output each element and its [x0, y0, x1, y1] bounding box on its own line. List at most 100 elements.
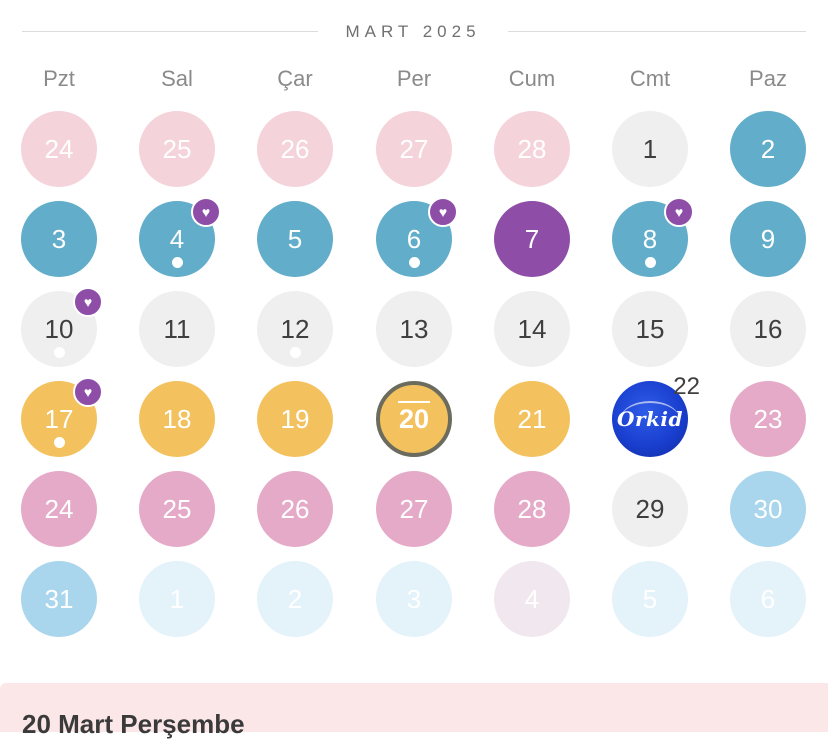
day-cell[interactable]: Orkid 22: [612, 373, 700, 457]
day-number: 9: [760, 223, 776, 254]
day-cell[interactable]: 31: [21, 561, 97, 637]
month-header: MART 2025: [22, 20, 806, 44]
day-number: 25: [162, 493, 192, 524]
day-number: 4: [169, 223, 185, 254]
day-number: 28: [517, 493, 547, 524]
heart-icon: ♥: [428, 197, 458, 227]
day-number: 6: [406, 223, 422, 254]
day-number: 31: [44, 583, 74, 614]
month-title: MART 2025: [345, 22, 481, 41]
day-cell[interactable]: 12: [257, 291, 333, 367]
day-cell[interactable]: 9: [730, 201, 806, 277]
day-number: 22: [673, 373, 700, 400]
header-divider-right: [508, 31, 806, 32]
heart-icon: ♥: [664, 197, 694, 227]
day-number: 2: [760, 133, 776, 164]
day-cell[interactable]: 4 ♥: [139, 197, 221, 277]
day-cell[interactable]: 16: [730, 291, 806, 367]
day-number: 26: [280, 493, 310, 524]
dot-indicator: [53, 347, 65, 358]
selected-day-panel: 20 Mart Perşembe: [0, 683, 828, 739]
day-number: 26: [280, 133, 310, 164]
day-cell[interactable]: 8 ♥: [612, 197, 694, 277]
day-cell[interactable]: 24: [21, 471, 97, 547]
day-cell[interactable]: 13: [376, 291, 452, 367]
day-cell[interactable]: 3: [21, 201, 97, 277]
day-number: 24: [44, 493, 74, 524]
day-number: 13: [399, 313, 429, 344]
day-cell[interactable]: 5: [257, 201, 333, 277]
day-cell[interactable]: 3: [376, 561, 452, 637]
day-number: 18: [162, 403, 192, 434]
day-cell[interactable]: 27: [376, 471, 452, 547]
day-number: 27: [399, 133, 429, 164]
day-cell[interactable]: 18: [139, 381, 215, 457]
day-number: 28: [517, 133, 547, 164]
day-cell-today[interactable]: 20: [376, 381, 452, 457]
day-cell[interactable]: 28: [494, 111, 570, 187]
day-cell[interactable]: 25: [139, 471, 215, 547]
day-number: 17: [44, 403, 74, 434]
dot-indicator: [644, 257, 656, 268]
heart-icon: ♥: [73, 287, 103, 317]
weekday-label: Paz: [749, 66, 787, 91]
day-number: 23: [753, 403, 783, 434]
day-number: 5: [642, 583, 658, 614]
day-cell[interactable]: 15: [612, 291, 688, 367]
day-cell[interactable]: 26: [257, 471, 333, 547]
weekday-label: Pzt: [43, 66, 75, 91]
day-cell[interactable]: 25: [139, 111, 215, 187]
weekday-label: Sal: [161, 66, 193, 91]
dot-indicator: [171, 257, 183, 268]
day-cell[interactable]: 5: [612, 561, 688, 637]
heart-icon: ♥: [73, 377, 103, 407]
dot-indicator: [289, 347, 301, 358]
day-cell[interactable]: 29: [612, 471, 688, 547]
day-cell[interactable]: 21: [494, 381, 570, 457]
day-cell[interactable]: 2: [257, 561, 333, 637]
weekday-label: Çar: [277, 66, 313, 91]
day-number: 29: [635, 493, 665, 524]
day-number: 3: [51, 223, 67, 254]
day-number: 14: [517, 313, 547, 344]
day-cell[interactable]: 1: [612, 111, 688, 187]
day-cell[interactable]: 19: [257, 381, 333, 457]
day-number: 24: [44, 133, 74, 164]
day-number: 5: [287, 223, 303, 254]
weekday-label: Per: [396, 66, 432, 91]
day-number: 1: [169, 583, 185, 614]
day-number: 10: [44, 313, 74, 344]
day-number: 11: [163, 313, 191, 344]
day-number: 16: [753, 313, 783, 344]
day-number: 27: [399, 493, 429, 524]
day-cell[interactable]: 6: [730, 561, 806, 637]
day-cell[interactable]: 14: [494, 291, 570, 367]
heart-icon: ♥: [191, 197, 221, 227]
day-cell[interactable]: 27: [376, 111, 452, 187]
day-number: 15: [635, 313, 665, 344]
dot-indicator: [408, 257, 420, 268]
today-indicator-bar: [398, 401, 430, 403]
day-cell[interactable]: 26: [257, 111, 333, 187]
day-cell[interactable]: 2: [730, 111, 806, 187]
day-number: 3: [406, 583, 422, 614]
day-cell[interactable]: 4: [494, 561, 570, 637]
day-number: 1: [642, 133, 658, 164]
header-divider-left: [22, 31, 318, 32]
day-cell[interactable]: 23: [730, 381, 806, 457]
day-cell[interactable]: 28: [494, 471, 570, 547]
weekday-label: Cum: [508, 66, 556, 91]
day-cell[interactable]: 6 ♥: [376, 197, 458, 277]
day-cell[interactable]: 11: [139, 291, 215, 367]
day-number: 20: [398, 403, 430, 434]
day-cell[interactable]: 24: [21, 111, 97, 187]
weekday-label: Cmt: [629, 66, 671, 91]
day-cell[interactable]: 1: [139, 561, 215, 637]
day-number: 4: [524, 583, 540, 614]
day-cell[interactable]: 17 ♥: [21, 377, 103, 457]
day-cell[interactable]: 7: [494, 201, 570, 277]
day-number: 12: [280, 313, 310, 344]
day-cell[interactable]: 30: [730, 471, 806, 547]
day-number: 2: [287, 583, 303, 614]
day-cell[interactable]: 10 ♥: [21, 287, 103, 367]
